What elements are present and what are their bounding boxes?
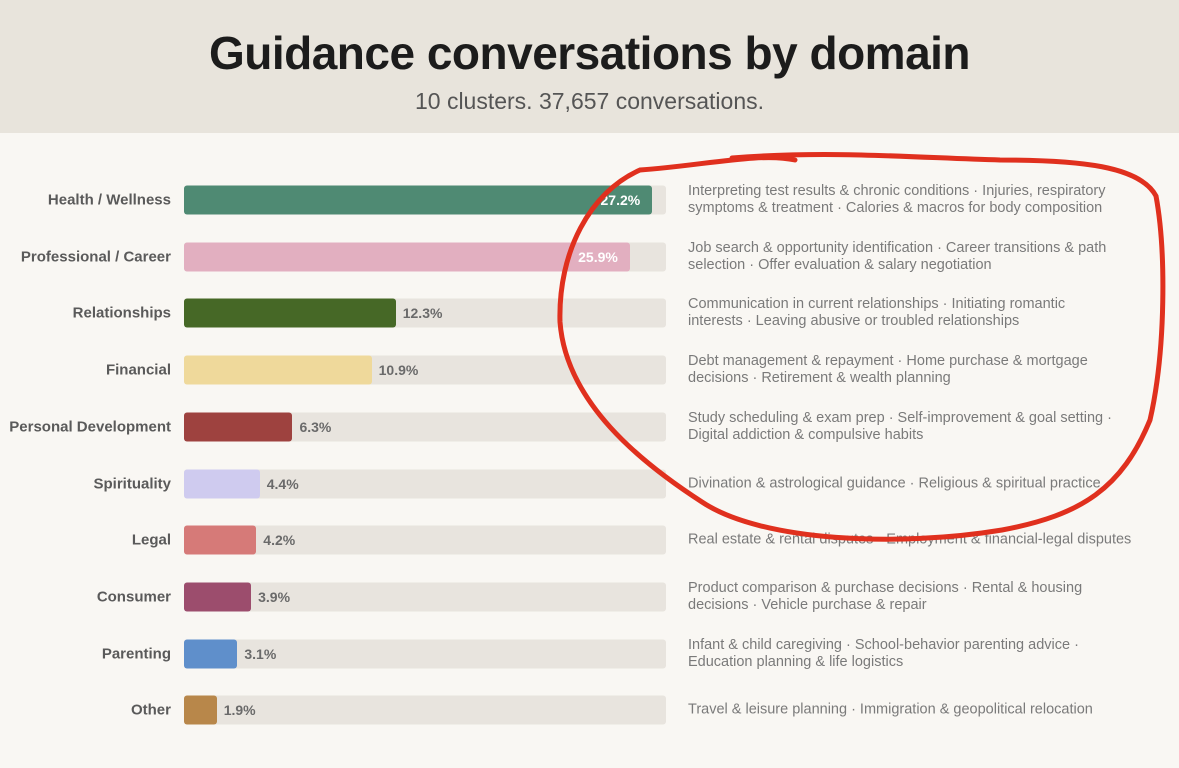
description-line: interests · Leaving abusive or troubled … <box>688 313 1020 330</box>
value-label: 27.2% <box>600 192 641 208</box>
description: Divination & astrological guidance · Rel… <box>688 475 1101 492</box>
bar <box>184 298 396 328</box>
description: Study scheduling & exam prep · Self-impr… <box>688 410 1112 444</box>
category-label: Other <box>130 701 171 719</box>
bar-track <box>184 639 666 669</box>
category-label: Health / Wellness <box>47 191 171 209</box>
value-label: 10.9% <box>378 362 419 379</box>
description-line: Communication in current relationships ·… <box>688 296 1066 313</box>
description: Job search & opportunity identification … <box>688 240 1106 274</box>
bar <box>184 639 238 669</box>
category-label: Consumer <box>96 588 171 606</box>
description: Travel & leisure planning · Immigration … <box>688 702 1093 719</box>
bar <box>184 242 630 272</box>
bar-track <box>184 525 666 555</box>
value-label: 4.2% <box>263 532 296 549</box>
description: Interpreting test results & chronic cond… <box>688 183 1105 217</box>
chart-title: Guidance conversations by domain <box>208 27 971 79</box>
bar <box>184 412 293 442</box>
bar-track <box>184 695 666 725</box>
bar <box>184 582 252 612</box>
description-line: Job search & opportunity identification … <box>688 239 1107 256</box>
description-line: Education planning & life logistics <box>688 653 904 670</box>
category-label: Spirituality <box>93 475 171 492</box>
description-line: Digital addiction & compulsive habits <box>688 426 924 443</box>
bar <box>184 185 653 215</box>
category-label: Professional / Career <box>20 248 171 266</box>
bar <box>184 695 217 725</box>
value-label: 6.3% <box>299 418 332 435</box>
description-line: decisions · Vehicle purchase & repair <box>688 596 927 613</box>
description-line: Interpreting test results & chronic cond… <box>688 183 1106 199</box>
description-line: Infant & child caregiving · School-behav… <box>688 636 1079 653</box>
description-line: Debt management & repayment · Home purch… <box>688 353 1088 370</box>
description: Debt management & repayment · Home purch… <box>688 353 1088 387</box>
hand-drawn-circle <box>557 152 1166 542</box>
value-label: 4.4% <box>266 475 299 492</box>
description: Infant & child caregiving · School-behav… <box>688 637 1079 671</box>
value-label: 12.3% <box>402 305 443 322</box>
description-line: Travel & leisure planning · Immigration … <box>688 701 1093 718</box>
description-line: Product comparison & purchase decisions … <box>688 579 1083 596</box>
value-label: 3.1% <box>244 645 277 662</box>
value-label: 1.9% <box>223 702 256 719</box>
category-label: Parenting <box>101 645 171 663</box>
value-label: 3.9% <box>258 588 291 605</box>
bar-track <box>184 582 666 612</box>
description-line: selection · Offer evaluation & salary ne… <box>688 256 992 273</box>
chart-subtitle: 10 clusters. 37,657 conversations. <box>414 88 765 114</box>
category-label: Financial <box>105 361 171 379</box>
description-line: symptoms & treatment · Calories & macros… <box>688 200 1103 216</box>
description-line: decisions · Retirement & wealth planning <box>688 370 951 387</box>
bar <box>184 469 260 498</box>
category-label: Relationships <box>72 304 171 322</box>
value-label: 25.9% <box>578 248 618 265</box>
bar <box>184 355 372 385</box>
description-line: Study scheduling & exam prep · Self-impr… <box>688 409 1112 426</box>
description: Product comparison & purchase decisions … <box>688 580 1082 614</box>
description: Communication in current relationships ·… <box>688 296 1065 330</box>
category-label: Legal <box>131 531 171 549</box>
description-line: Divination & astrological guidance · Rel… <box>688 475 1101 491</box>
category-label: Personal Development <box>9 418 171 436</box>
bar <box>184 525 257 555</box>
bar-track <box>184 469 666 498</box>
header: Guidance conversations by domain 10 clus… <box>0 0 1179 133</box>
